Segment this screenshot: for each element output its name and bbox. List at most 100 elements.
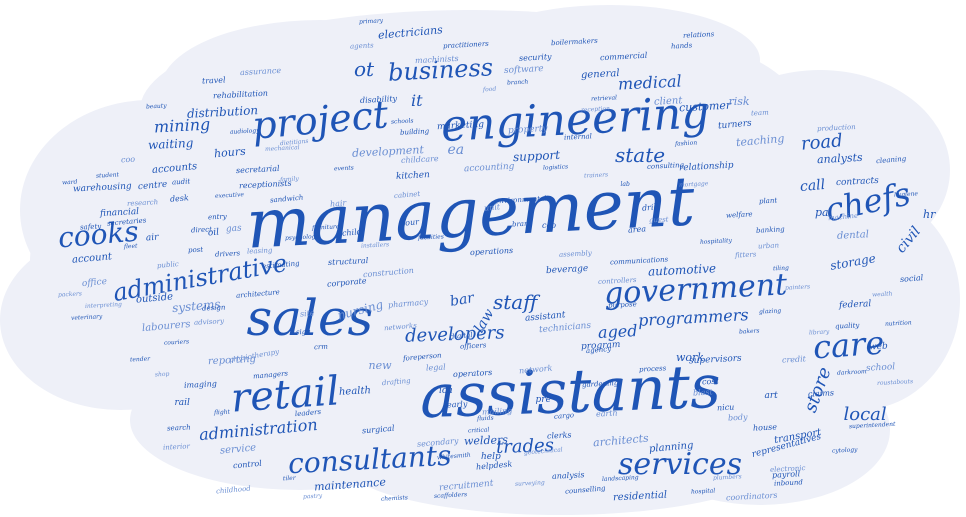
word-research: research [126, 197, 158, 208]
word-federal: federal [838, 298, 872, 311]
word-ward: ward [61, 178, 78, 187]
word-contracts: contracts [835, 175, 879, 188]
word-drivers: drivers [214, 248, 240, 259]
word-logistics: logistics [542, 163, 568, 172]
word-design: design [201, 302, 226, 313]
word-hair: hair [329, 198, 347, 209]
word-wealth: wealth [871, 290, 893, 299]
word-sales: sales [246, 289, 374, 347]
word-critical: critical [467, 426, 489, 435]
word-relations: relations [682, 29, 714, 40]
word-house: house [752, 422, 778, 433]
word-events: events [333, 164, 355, 173]
word-desk: desk [169, 193, 189, 204]
word-waiting: waiting [147, 135, 194, 153]
word-distribution: distribution [186, 103, 258, 121]
word-support: support [512, 147, 560, 165]
word-pre: pre [535, 394, 551, 405]
word-credit: credit [781, 354, 807, 365]
word-travel: travel [201, 75, 226, 86]
word-property: property [507, 123, 548, 136]
word-gardening: gardening [581, 378, 619, 389]
word-analysts: analysts [816, 150, 863, 166]
word-tiling: tiling [772, 264, 790, 273]
word-general: general [580, 67, 620, 82]
word-advisory: advisory [193, 316, 225, 327]
word-legal: legal [425, 362, 446, 373]
word-earth: earth [595, 408, 618, 419]
word-digital: digital [449, 330, 473, 341]
word-glazing: glazing [758, 307, 782, 316]
word-post: post [187, 245, 203, 254]
word-welders: welders [463, 432, 509, 448]
word-fluids: fluids [476, 414, 494, 423]
word-it: it [411, 91, 423, 110]
word-trainers: trainers [583, 171, 609, 180]
word-direct: direct [190, 224, 212, 235]
word-rail: rail [174, 397, 190, 408]
word-building: building [399, 126, 429, 137]
word-hours: hours [213, 144, 247, 160]
word-nicu: nicu [716, 402, 735, 413]
word-fashion: fashion [674, 139, 698, 148]
word-accounting: accounting [463, 161, 515, 174]
word-call: call [798, 176, 826, 196]
word-early: early [446, 399, 468, 410]
word-air: air [145, 231, 159, 244]
word-drill: drill [641, 202, 659, 213]
word-teaching: teaching [735, 131, 785, 149]
word-crm: crm [313, 342, 329, 351]
word-work: work [676, 350, 704, 364]
word-inbound: inbound [773, 477, 803, 488]
word-client: client [653, 95, 683, 108]
word-school: school [865, 361, 895, 374]
word-clerks: clerks [546, 430, 572, 441]
word-dental: dental [836, 229, 870, 242]
word-bar: bar [448, 290, 476, 310]
word-web: web [868, 341, 888, 352]
word-controllers: controllers [597, 275, 637, 286]
word-health: health [338, 385, 372, 398]
word-risk: risk [728, 94, 750, 108]
word-office: office [81, 276, 107, 289]
word-blast: blast [692, 387, 713, 398]
word-imaging: imaging [183, 379, 217, 390]
word-tender: tender [129, 355, 151, 364]
word-retail: retail [229, 368, 341, 422]
cloud-body [0, 5, 960, 515]
word-icu: icu [439, 385, 453, 396]
word-kitchen: kitchen [395, 169, 431, 182]
word-purpose: purpose [607, 299, 637, 310]
word-agents: agents [349, 40, 374, 51]
word-security: security [518, 52, 552, 63]
word-tour: tour [401, 217, 419, 228]
word-library: library [808, 328, 830, 337]
word-banking: banking [755, 224, 785, 235]
word-branch: branch [506, 78, 529, 87]
word-marketing: marketing [436, 119, 484, 132]
word-area: area [627, 224, 647, 235]
word-student: student [95, 171, 119, 180]
word-internal: internal [563, 131, 593, 142]
word-audit: audit [171, 177, 191, 186]
word-beverage: beverage [545, 263, 589, 276]
word-software: software [503, 63, 544, 76]
word-staff: staff [493, 290, 538, 314]
word-tiler: tiler [282, 474, 296, 483]
word-electronic: electronic [769, 463, 806, 474]
word-couriers: couriers [163, 338, 189, 347]
word-bakers: bakers [738, 327, 760, 336]
word-fleet: fleet [123, 242, 138, 251]
word-art: art [764, 390, 778, 401]
word-urban: urban [757, 240, 779, 251]
word-local: local [843, 404, 887, 425]
word-process: process [638, 363, 666, 374]
word-cargo: cargo [553, 410, 575, 421]
word-analysis: analysis [551, 470, 585, 481]
word-services: services [618, 447, 742, 482]
word-leasing: leasing [246, 245, 273, 256]
word-fitters: fitters [734, 249, 757, 260]
word-road: road [800, 130, 844, 155]
